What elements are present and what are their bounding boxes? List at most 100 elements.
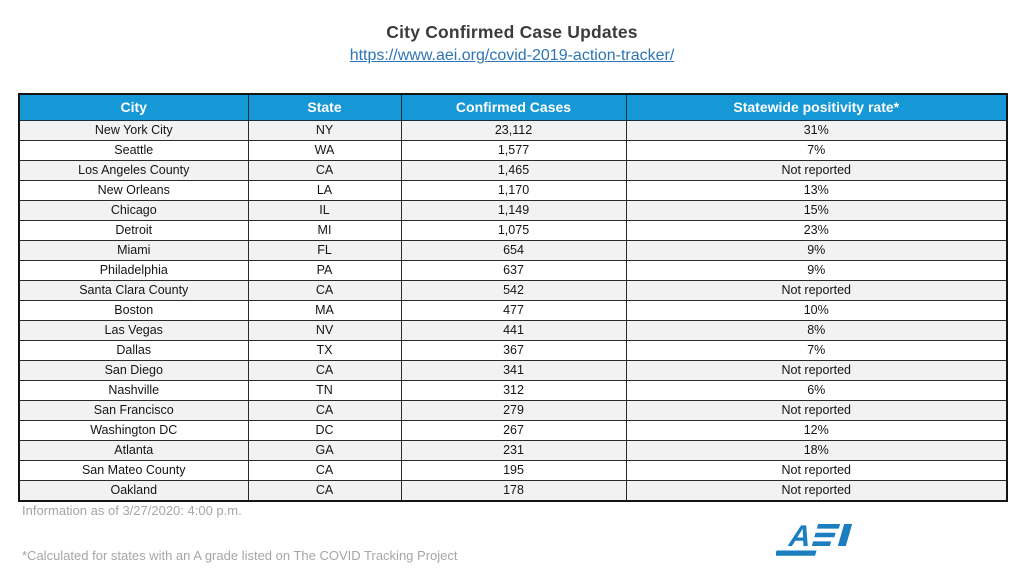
cell-state: GA xyxy=(247,439,402,461)
cell-cases: 477 xyxy=(400,299,627,321)
col-header-positivity-rate: Statewide positivity rate* xyxy=(625,93,1008,121)
cell-rate: Not reported xyxy=(625,399,1008,421)
link-line: https://www.aei.org/covid-2019-action-tr… xyxy=(0,47,1024,65)
table-row: Dallas TX 367 7% xyxy=(18,339,1008,361)
cell-rate: Not reported xyxy=(625,479,1008,501)
cases-table: City State Confirmed Cases Statewide pos… xyxy=(18,93,1008,502)
cell-city: Las Vegas xyxy=(18,319,249,341)
col-header-confirmed-cases: Confirmed Cases xyxy=(400,93,627,121)
cell-cases: 341 xyxy=(400,359,627,381)
cell-rate: 6% xyxy=(625,379,1008,401)
col-header-city: City xyxy=(18,93,249,121)
cell-rate: 15% xyxy=(625,199,1008,221)
table-row: Santa Clara County CA 542 Not reported xyxy=(18,279,1008,301)
cell-cases: 654 xyxy=(400,239,627,261)
table-row: Atlanta GA 231 18% xyxy=(18,439,1008,461)
cell-rate: 31% xyxy=(625,119,1008,141)
cell-cases: 1,577 xyxy=(400,139,627,161)
cell-rate: Not reported xyxy=(625,159,1008,181)
cell-rate: 9% xyxy=(625,259,1008,281)
cell-rate: 10% xyxy=(625,299,1008,321)
cell-rate: Not reported xyxy=(625,459,1008,481)
table-row: Seattle WA 1,577 7% xyxy=(18,139,1008,161)
cell-rate: 9% xyxy=(625,239,1008,261)
table-row: Philadelphia PA 637 9% xyxy=(18,259,1008,281)
cell-state: CA xyxy=(247,479,402,501)
footnote: *Calculated for states with an A grade l… xyxy=(22,548,458,563)
cell-city: Washington DC xyxy=(18,419,249,441)
cell-state: CA xyxy=(247,279,402,301)
cell-rate: Not reported xyxy=(625,359,1008,381)
cell-state: CA xyxy=(247,459,402,481)
cell-cases: 1,075 xyxy=(400,219,627,241)
table-row: San Francisco CA 279 Not reported xyxy=(18,399,1008,421)
header-row: City State Confirmed Cases Statewide pos… xyxy=(18,93,1008,121)
cell-state: DC xyxy=(247,419,402,441)
table-row: Los Angeles County CA 1,465 Not reported xyxy=(18,159,1008,181)
table-row: Oakland CA 178 Not reported xyxy=(18,479,1008,501)
cell-state: TN xyxy=(247,379,402,401)
cell-city: New Orleans xyxy=(18,179,249,201)
cell-cases: 178 xyxy=(400,479,627,501)
cell-city: Nashville xyxy=(18,379,249,401)
cell-city: San Diego xyxy=(18,359,249,381)
cell-city: Seattle xyxy=(18,139,249,161)
cell-city: Chicago xyxy=(18,199,249,221)
cell-state: CA xyxy=(247,399,402,421)
table-header: City State Confirmed Cases Statewide pos… xyxy=(18,93,1008,121)
cell-rate: 7% xyxy=(625,139,1008,161)
cell-cases: 279 xyxy=(400,399,627,421)
cell-cases: 1,149 xyxy=(400,199,627,221)
cell-city: Miami xyxy=(18,239,249,261)
tracker-link[interactable]: https://www.aei.org/covid-2019-action-tr… xyxy=(349,47,675,64)
table-row: Miami FL 654 9% xyxy=(18,239,1008,261)
table-row: New Orleans LA 1,170 13% xyxy=(18,179,1008,201)
aei-logo: A xyxy=(775,514,866,562)
col-header-state: State xyxy=(247,93,402,121)
cell-cases: 1,170 xyxy=(400,179,627,201)
cell-city: Oakland xyxy=(18,479,249,501)
cell-cases: 1,465 xyxy=(400,159,627,181)
cell-state: FL xyxy=(247,239,402,261)
cell-cases: 542 xyxy=(400,279,627,301)
as-of-note: Information as of 3/27/2020: 4:00 p.m. xyxy=(22,503,242,518)
table-row: Washington DC DC 267 12% xyxy=(18,419,1008,441)
svg-text:A: A xyxy=(785,520,816,553)
cell-state: LA xyxy=(247,179,402,201)
cell-cases: 312 xyxy=(400,379,627,401)
cell-city: Philadelphia xyxy=(18,259,249,281)
cell-cases: 267 xyxy=(400,419,627,441)
cell-cases: 637 xyxy=(400,259,627,281)
table-row: San Mateo County CA 195 Not reported xyxy=(18,459,1008,481)
page-title: City Confirmed Case Updates xyxy=(386,22,638,42)
cell-city: Detroit xyxy=(18,219,249,241)
cell-city: Boston xyxy=(18,299,249,321)
cell-state: CA xyxy=(247,159,402,181)
cell-city: Dallas xyxy=(18,339,249,361)
table-row: Las Vegas NV 441 8% xyxy=(18,319,1008,341)
table-row: Boston MA 477 10% xyxy=(18,299,1008,321)
cell-rate: Not reported xyxy=(625,279,1008,301)
cell-city: Santa Clara County xyxy=(18,279,249,301)
cell-city: New York City xyxy=(18,119,249,141)
cell-rate: 7% xyxy=(625,339,1008,361)
cell-rate: 23% xyxy=(625,219,1008,241)
cell-cases: 23,112 xyxy=(400,119,627,141)
cell-state: TX xyxy=(247,339,402,361)
cell-state: NV xyxy=(247,319,402,341)
cell-rate: 18% xyxy=(625,439,1008,461)
cell-cases: 367 xyxy=(400,339,627,361)
cell-city: San Mateo County xyxy=(18,459,249,481)
cell-city: San Francisco xyxy=(18,399,249,421)
cell-state: CA xyxy=(247,359,402,381)
cell-state: MI xyxy=(247,219,402,241)
table-row: Nashville TN 312 6% xyxy=(18,379,1008,401)
aei-logo-icon: A xyxy=(775,520,853,556)
cell-rate: 12% xyxy=(625,419,1008,441)
cell-cases: 231 xyxy=(400,439,627,461)
table-row: Detroit MI 1,075 23% xyxy=(18,219,1008,241)
table-row: New York City NY 23,112 31% xyxy=(18,119,1008,141)
cell-city: Atlanta xyxy=(18,439,249,461)
table-row: San Diego CA 341 Not reported xyxy=(18,359,1008,381)
cell-state: NY xyxy=(247,119,402,141)
